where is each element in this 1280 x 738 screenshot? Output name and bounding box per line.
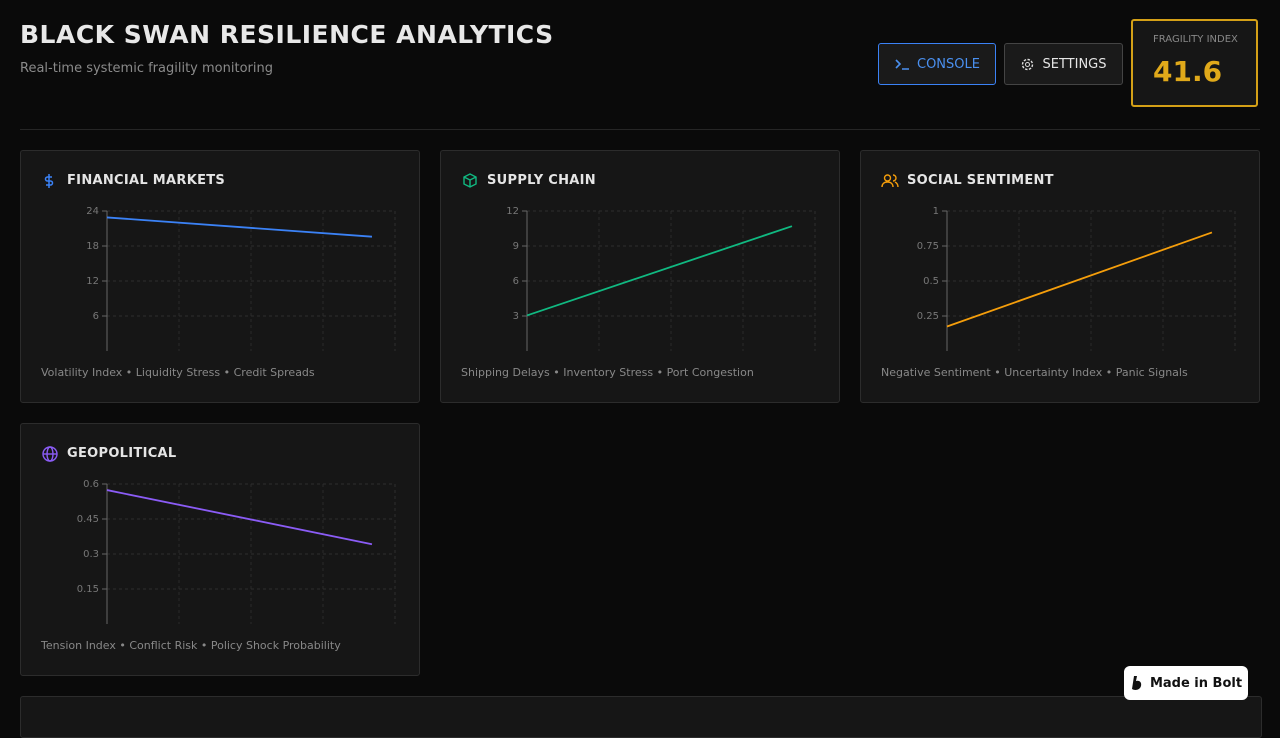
y-tick-label: 18 xyxy=(86,241,99,252)
settings-button[interactable]: SETTINGS xyxy=(1004,43,1123,85)
y-tick-label: 0.5 xyxy=(923,276,939,287)
app-subtitle: Real-time systemic fragility monitoring xyxy=(20,61,273,76)
panel-icon xyxy=(42,446,58,462)
console-icon xyxy=(895,59,909,70)
data-line xyxy=(526,225,793,317)
fragility-label: FRAGILITY INDEX xyxy=(1153,34,1238,45)
panel-icon xyxy=(44,174,54,188)
settings-label[interactable]: SETTINGS xyxy=(1042,56,1107,72)
panel-title: GEOPOLITICAL xyxy=(67,446,177,461)
y-tick-label: 0.15 xyxy=(77,584,99,595)
chart-panel: SOCIAL SENTIMENT Negative Sentiment • Unc… xyxy=(860,150,1260,403)
y-tick-label: 0.75 xyxy=(917,241,939,252)
panel-icon xyxy=(463,173,477,188)
page: BLACK SWAN RESILIENCE ANALYTICS Real-tim… xyxy=(20,19,1262,738)
console-button[interactable]: CONSOLE xyxy=(878,43,996,85)
bottom-panel xyxy=(20,696,1262,738)
panel-caption: Tension Index • Conflict Risk • Policy S… xyxy=(41,639,341,652)
y-tick-label: 12 xyxy=(506,206,519,217)
y-tick-label: 6 xyxy=(93,311,99,322)
chart-panel: SUPPLY CHAIN Shipping Delays • Inventory … xyxy=(440,150,840,403)
chart-panel: GEOPOLITICAL Tension Index • Conflict Ris… xyxy=(20,423,420,676)
chart-panel: FINANCIAL MARKETS Volatility Index • Liqu… xyxy=(20,150,420,403)
line-chart: 6 12 18 24 xyxy=(86,206,396,351)
y-tick-label: 0.25 xyxy=(917,311,939,322)
panel-caption: Negative Sentiment • Uncertainty Index •… xyxy=(881,366,1188,379)
fragility-card: FRAGILITY INDEX 41.6 xyxy=(1131,19,1258,107)
data-line xyxy=(106,489,373,546)
panel-caption: Shipping Delays • Inventory Stress • Por… xyxy=(461,366,754,379)
panel-caption: Volatility Index • Liquidity Stress • Cr… xyxy=(41,366,315,379)
panel-title: SOCIAL SENTIMENT xyxy=(907,173,1054,188)
console-label[interactable]: CONSOLE xyxy=(917,56,980,72)
y-tick-label: 0.3 xyxy=(83,549,99,560)
y-tick-label: 1 xyxy=(933,206,939,217)
data-line xyxy=(946,231,1213,328)
app-title: BLACK SWAN RESILIENCE ANALYTICS xyxy=(20,20,554,49)
y-tick-label: 24 xyxy=(86,206,99,217)
y-tick-label: 3 xyxy=(513,311,519,322)
panel-title: FINANCIAL MARKETS xyxy=(67,173,226,188)
data-line xyxy=(106,216,373,238)
panel-icon xyxy=(881,174,899,188)
y-tick-label: 9 xyxy=(513,241,519,252)
y-tick-label: 0.45 xyxy=(77,514,99,525)
line-chart: 0.25 0.5 0.75 1 xyxy=(917,206,1236,351)
y-tick-label: 6 xyxy=(513,276,519,287)
bolt-icon xyxy=(1131,676,1142,690)
line-chart: 3 6 9 12 xyxy=(506,206,816,351)
settings-icon xyxy=(1022,58,1034,70)
fragility-value: 41.6 xyxy=(1153,55,1223,88)
y-tick-label: 0.6 xyxy=(83,479,99,490)
panel-title: SUPPLY CHAIN xyxy=(487,173,596,188)
bolt-badge[interactable]: Made in Bolt xyxy=(1124,666,1248,700)
y-tick-label: 12 xyxy=(86,276,99,287)
divider xyxy=(20,129,1260,130)
line-chart: 0.15 0.3 0.45 0.6 xyxy=(77,479,396,624)
badge-text[interactable]: Made in Bolt xyxy=(1149,675,1243,691)
